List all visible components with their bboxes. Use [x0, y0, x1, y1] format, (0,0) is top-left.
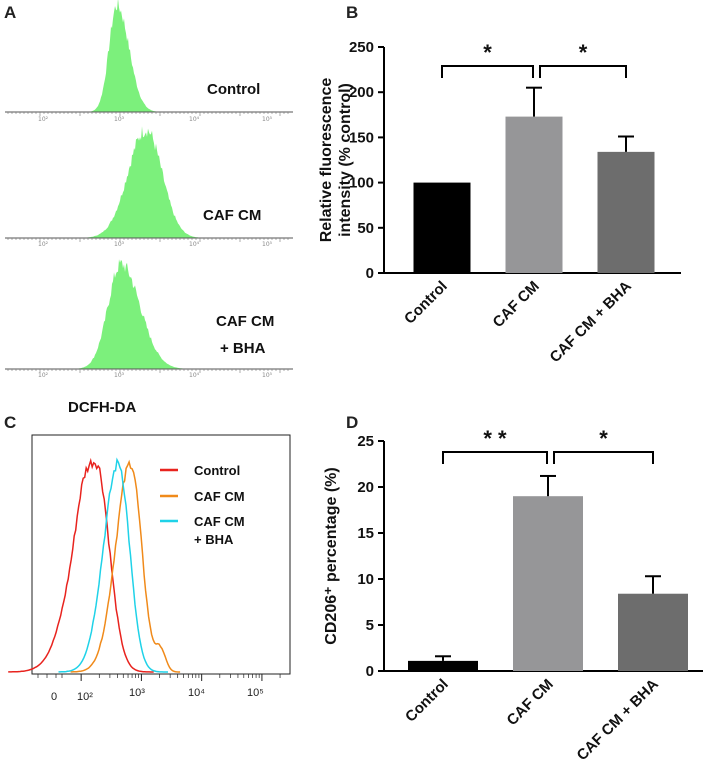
y-tick-label: 10: [357, 571, 374, 588]
x-tick-c: 10³: [129, 687, 145, 699]
y-tick-label: 0: [366, 265, 374, 282]
panel-letter-c: C: [4, 413, 16, 432]
faint-tick-label: 10³: [114, 241, 125, 248]
bar-control: [408, 660, 478, 671]
x-tick-label: CAF CM + BHA: [546, 278, 634, 366]
bar-caf-cm: [513, 496, 583, 671]
x-labels-d: Control CAF CM CAF CM + BHA: [402, 676, 662, 764]
y-tick-label: 250: [349, 39, 374, 56]
y-tick-label: 20: [357, 479, 374, 496]
histogram-caf-cm-bha: [69, 259, 197, 369]
y-tick-label: 15: [357, 525, 374, 542]
bars-b: [413, 86, 655, 273]
legend-label-caf-cm: CAF CM: [194, 489, 245, 504]
y-axis-label-b-2: intensity (% control): [337, 83, 354, 237]
significance-d: * * *: [442, 426, 654, 464]
significance-b: * *: [441, 40, 627, 78]
x-tick-c: 10²: [77, 691, 93, 703]
significance-label: * *: [483, 426, 507, 451]
sample-label-caf-cm-bha-2: + BHA: [220, 340, 266, 357]
significance-bracket: [553, 451, 654, 464]
x-ticks-c: [37, 674, 281, 681]
x-labels-b: Control CAF CM CAF CM + BHA: [401, 278, 635, 366]
faint-tick-label: 10⁴: [189, 372, 200, 379]
panel-a-minor-ticks: [7, 112, 289, 373]
sample-label-control: Control: [207, 81, 260, 98]
x-axis-label-dcfh-da: DCFH-DA: [68, 399, 136, 416]
significance-bracket: [539, 65, 627, 78]
y-tick-label: 200: [349, 84, 374, 101]
x-tick-label: CAF CM: [504, 676, 557, 729]
y-tick-label: 25: [357, 433, 374, 450]
faint-tick-label: 10⁴: [189, 241, 200, 248]
significance-label: *: [599, 426, 608, 451]
curve-caf-cm-bha: [58, 457, 168, 673]
faint-tick-label: 10²: [38, 116, 49, 123]
panel-a-histograms: 10² 10³ 10⁴ 10⁵ 10² 10³ 10⁴ 10⁵ 10² 10³ …: [5, 0, 293, 416]
curve-control: [8, 457, 154, 673]
sample-label-caf-cm-bha-1: CAF CM: [216, 313, 274, 330]
panel-letter-d: D: [346, 413, 358, 432]
y-ticks-b: 0 50 100 150 200 250: [349, 39, 384, 282]
x-tick-label: CAF CM: [490, 278, 543, 331]
faint-tick-label: 10⁵: [262, 116, 273, 123]
x-tick-label: Control: [401, 278, 451, 328]
legend-label-caf-cm-bha-1: CAF CM: [194, 514, 245, 529]
panel-letter-a: A: [4, 3, 16, 22]
y-tick-label: 100: [349, 175, 374, 192]
histogram-caf-cm: [74, 126, 210, 238]
legend-label-caf-cm-bha-2: + BHA: [194, 532, 234, 547]
y-ticks-d: 0 5 10 15 20 25: [357, 433, 384, 680]
y-tick-label: 50: [357, 220, 374, 237]
faint-tick-label: 10²: [38, 241, 49, 248]
panel-letter-b: B: [346, 3, 358, 22]
bar-control: [413, 182, 471, 273]
y-axis-label-b-1: Relative fluorescence: [318, 78, 335, 243]
bars-d: [408, 474, 688, 671]
x-tick-label: Control: [402, 676, 452, 726]
curve-caf-cm: [70, 459, 181, 673]
faint-tick-label: 10³: [114, 116, 125, 123]
x-tick-c: 10⁴: [188, 687, 205, 699]
bar-caf-cm-bha: [618, 593, 688, 671]
x-tick-c: 10⁵: [247, 687, 264, 699]
histogram-control: [85, 0, 165, 112]
sample-label-caf-cm: CAF CM: [203, 207, 261, 224]
faint-tick-label: 10²: [38, 372, 49, 379]
bar-caf-cm-bha: [597, 151, 655, 273]
faint-tick-label: 10⁵: [262, 372, 273, 379]
faint-tick-label: 10⁵: [262, 241, 273, 248]
y-tick-label: 150: [349, 129, 374, 146]
x-tick-label: CAF CM + BHA: [573, 676, 661, 764]
significance-label: *: [483, 40, 492, 65]
faint-tick-label: 10³: [114, 372, 125, 379]
plot-frame-c: [31, 434, 291, 675]
significance-label: *: [579, 40, 588, 65]
panel-c-overlay-histogram: 0 10² 10³ 10⁴ 10⁵ Control CAF CM CAF CM …: [8, 434, 291, 703]
panel-d-bar-chart: 0 5 10 15 20 25 * * * Control CAF CM CAF CM + BH…: [323, 426, 703, 764]
y-tick-label: 0: [366, 663, 374, 680]
significance-bracket: [442, 451, 548, 464]
faint-tick-label: 10⁴: [189, 116, 200, 123]
y-tick-label: 5: [366, 617, 374, 634]
bar-caf-cm: [505, 116, 563, 273]
significance-bracket: [441, 65, 534, 78]
legend-label-control: Control: [194, 463, 240, 478]
x-tick-c: 0: [51, 691, 57, 703]
y-axis-label-d: CD206⁺ percentage (%): [323, 467, 340, 644]
